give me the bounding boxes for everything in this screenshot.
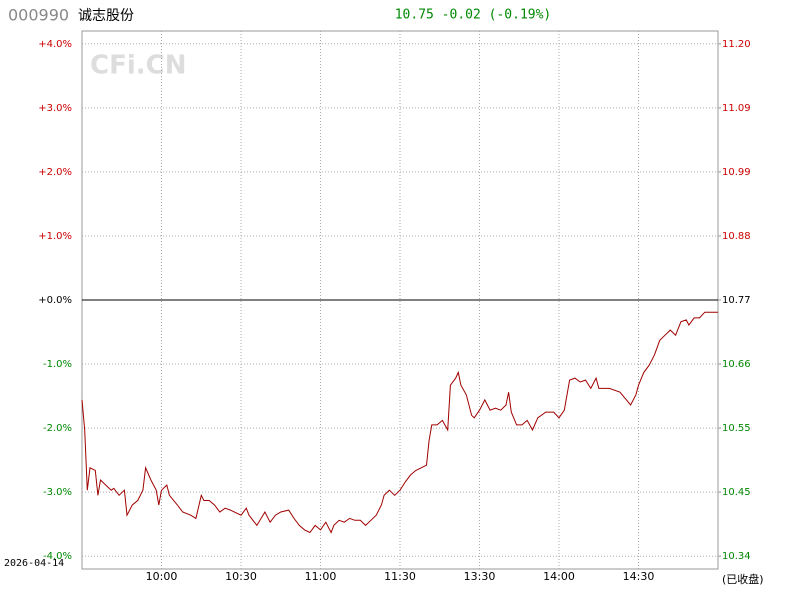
- status-label: (已收盘): [722, 572, 764, 586]
- watermark: CFi.CN: [90, 51, 186, 81]
- y-tick-label: -3.0%: [43, 487, 72, 498]
- y2-tick-label: 10.88: [722, 231, 751, 242]
- y-tick-label: +2.0%: [38, 167, 72, 178]
- quote: 10.75 -0.02 (-0.19%): [395, 8, 552, 23]
- y2-tick-label: 11.20: [722, 39, 751, 50]
- y2-tick-label: 10.99: [722, 167, 751, 178]
- x-tick-label: 11:30: [384, 570, 416, 583]
- y-tick-label: +0.0%: [38, 295, 72, 306]
- y2-tick-label: 10.55: [722, 423, 751, 434]
- x-tick-label: 14:30: [623, 570, 655, 583]
- y2-tick-label: 11.09: [722, 103, 751, 114]
- x-tick-label: 10:00: [146, 570, 178, 583]
- x-tick-label: 14:00: [543, 570, 575, 583]
- stock-name: 诚志股份: [78, 8, 134, 24]
- y-tick-label: +1.0%: [38, 231, 72, 242]
- y-tick-label: -1.0%: [43, 359, 72, 370]
- y-tick-label: +4.0%: [38, 39, 72, 50]
- x-tick-label: 10:30: [225, 570, 257, 583]
- x-tick-label: 13:30: [464, 570, 496, 583]
- y2-tick-label: 10.34: [722, 551, 751, 562]
- y-tick-label: -4.0%: [43, 551, 72, 562]
- y2-tick-label: 10.77: [722, 295, 751, 306]
- x-tick-label: 11:00: [305, 570, 337, 583]
- price-line: [81, 311, 718, 534]
- stock-code: 000990: [8, 6, 69, 25]
- y2-tick-label: 10.66: [722, 359, 751, 370]
- y-tick-label: +3.0%: [38, 103, 72, 114]
- date-label: 2026-04-14: [4, 558, 64, 569]
- y2-tick-label: 10.45: [722, 487, 751, 498]
- y-tick-label: -2.0%: [43, 423, 72, 434]
